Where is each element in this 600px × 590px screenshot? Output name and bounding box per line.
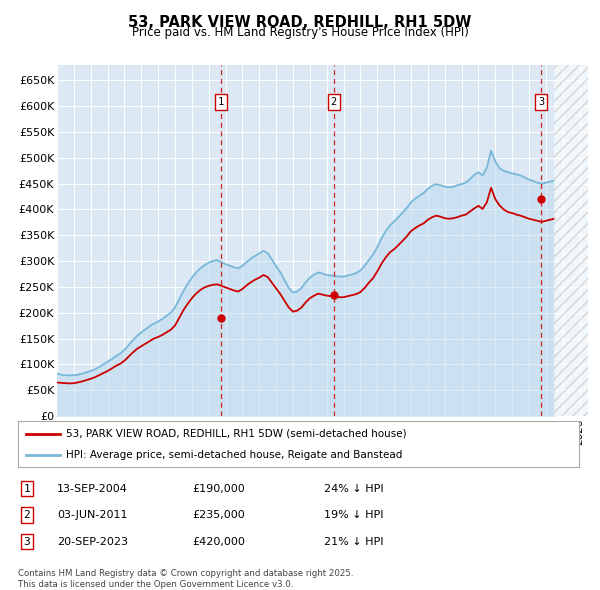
Text: 53, PARK VIEW ROAD, REDHILL, RH1 5DW (semi-detached house): 53, PARK VIEW ROAD, REDHILL, RH1 5DW (se… (65, 429, 406, 439)
Text: 1: 1 (23, 484, 31, 493)
Text: £235,000: £235,000 (192, 510, 245, 520)
Text: 2: 2 (23, 510, 31, 520)
Text: 1: 1 (218, 97, 224, 107)
Text: 24% ↓ HPI: 24% ↓ HPI (324, 484, 383, 493)
Text: 19% ↓ HPI: 19% ↓ HPI (324, 510, 383, 520)
Text: 03-JUN-2011: 03-JUN-2011 (57, 510, 128, 520)
Text: Price paid vs. HM Land Registry's House Price Index (HPI): Price paid vs. HM Land Registry's House … (131, 26, 469, 39)
Text: £420,000: £420,000 (192, 537, 245, 546)
Text: 20-SEP-2023: 20-SEP-2023 (57, 537, 128, 546)
Text: 21% ↓ HPI: 21% ↓ HPI (324, 537, 383, 546)
Text: 53, PARK VIEW ROAD, REDHILL, RH1 5DW: 53, PARK VIEW ROAD, REDHILL, RH1 5DW (128, 15, 472, 30)
Text: 13-SEP-2004: 13-SEP-2004 (57, 484, 128, 493)
Text: 3: 3 (538, 97, 544, 107)
Text: HPI: Average price, semi-detached house, Reigate and Banstead: HPI: Average price, semi-detached house,… (65, 450, 402, 460)
Text: 2: 2 (331, 97, 337, 107)
Text: £190,000: £190,000 (192, 484, 245, 493)
Text: Contains HM Land Registry data © Crown copyright and database right 2025.
This d: Contains HM Land Registry data © Crown c… (18, 569, 353, 589)
Text: 3: 3 (23, 537, 31, 546)
